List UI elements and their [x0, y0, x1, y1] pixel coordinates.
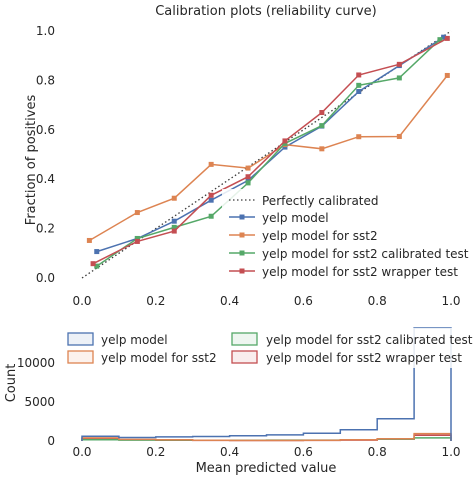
- data-point: [134, 238, 140, 244]
- x-tick-label: 0.6: [294, 445, 313, 459]
- x-tick-label: 0.4: [220, 294, 239, 308]
- legend-swatch-marker: [239, 268, 245, 274]
- legend-label: yelp model: [262, 211, 329, 225]
- x-tick-label: 0.2: [146, 445, 165, 459]
- y-tick-label: 0.6: [36, 123, 55, 137]
- legend-swatch: [231, 350, 258, 364]
- data-point: [94, 249, 100, 255]
- data-point: [171, 218, 177, 224]
- reliability-legend: Perfectly calibrated yelp model yelp model…: [222, 189, 469, 285]
- histogram-step: [81, 327, 452, 441]
- legend-label: yelp model for sst2 wrapper test: [266, 351, 462, 365]
- legend-label: yelp model for sst2 wrapper test: [262, 265, 458, 279]
- y-tick-label: 0: [47, 434, 55, 448]
- data-point: [94, 263, 100, 269]
- data-point: [208, 213, 214, 219]
- data-point: [356, 89, 362, 95]
- data-point: [171, 224, 177, 230]
- legend-swatch-marker: [239, 232, 245, 238]
- legend-swatch: [67, 350, 94, 364]
- x-tick-label: 0.8: [368, 445, 387, 459]
- data-point: [356, 134, 362, 140]
- legend-box: [222, 189, 464, 285]
- x-tick-label: 0.2: [146, 294, 165, 308]
- histogram-series-group: [81, 327, 452, 442]
- reliability-plot-title: Calibration plots (reliability curve): [155, 4, 377, 19]
- x-tick-label: 0.4: [220, 445, 239, 459]
- legend-swatch-marker: [239, 214, 245, 220]
- series-3: [94, 37, 443, 269]
- legend-label: yelp model for sst2: [101, 351, 217, 365]
- legend-label: yelp model for sst2: [262, 229, 378, 243]
- series-line: [89, 75, 448, 242]
- data-point: [396, 61, 402, 67]
- data-point: [437, 37, 443, 43]
- data-point: [319, 146, 325, 152]
- data-point: [245, 174, 251, 180]
- reliability-plot: Calibration plots (reliability curve) Fr…: [24, 4, 469, 308]
- data-point: [245, 180, 251, 186]
- histogram-plot: Count Mean predicted value 0 5000 10000 0.0…: [4, 327, 473, 476]
- data-point: [86, 237, 92, 243]
- y-tick-label: 10000: [17, 356, 55, 370]
- y-tick-label: 0.2: [36, 222, 55, 236]
- data-point: [356, 72, 362, 78]
- legend-swatch: [67, 332, 94, 346]
- y-tick-label: 1.0: [36, 24, 55, 38]
- legend-swatch-marker: [239, 250, 245, 256]
- y-tick-label: 5000: [24, 395, 55, 409]
- y-tick-label: 0.8: [36, 73, 55, 87]
- x-tick-label: 1.0: [441, 294, 460, 308]
- x-tick-label: 0.0: [72, 294, 91, 308]
- histogram-series-1: [81, 327, 452, 441]
- data-point: [208, 197, 214, 203]
- data-point: [90, 261, 96, 267]
- histogram-axes: 0 5000 10000 0.0 0.2 0.4 0.6 0.8 1.0: [17, 356, 461, 459]
- x-tick-label: 1.0: [441, 445, 460, 459]
- data-point: [208, 192, 214, 198]
- data-point: [171, 195, 177, 201]
- data-point: [441, 34, 447, 40]
- histogram-legend: yelp model yelp model for sst2 yelp model …: [62, 328, 473, 368]
- legend-swatch: [231, 332, 258, 346]
- y-tick-label: 0.4: [36, 172, 55, 186]
- histogram-xlabel: Mean predicted value: [196, 461, 337, 476]
- data-point: [356, 82, 362, 88]
- data-point: [396, 75, 402, 81]
- data-point: [396, 133, 402, 139]
- x-tick-label: 0.6: [294, 294, 313, 308]
- series-line: [92, 37, 448, 265]
- data-point: [134, 235, 140, 241]
- y-tick-label: 0.0: [36, 271, 55, 285]
- legend-label: yelp model: [101, 333, 168, 347]
- series-line: [96, 39, 441, 267]
- data-point: [444, 35, 450, 41]
- reliability-plot-axes: 0.0 0.2 0.4 0.6 0.8 1.0 0.0 0.2 0.4 0.6 0.8 1.0: [36, 24, 461, 308]
- data-point: [282, 138, 288, 144]
- data-point: [208, 161, 214, 167]
- data-point: [319, 110, 325, 116]
- legend-box: [62, 328, 470, 368]
- x-tick-label: 0.0: [72, 445, 91, 459]
- x-tick-label: 0.8: [368, 294, 387, 308]
- data-point: [319, 123, 325, 129]
- data-point: [134, 210, 140, 216]
- legend-reference-label: Perfectly calibrated: [262, 194, 379, 208]
- legend-label: yelp model for sst2 calibrated test: [262, 247, 469, 261]
- legend-label: yelp model for sst2 calibrated test: [266, 333, 473, 347]
- histogram-step: [81, 432, 452, 442]
- histogram-ylabel: Count: [4, 364, 19, 403]
- data-point: [171, 228, 177, 234]
- series-4: [90, 35, 450, 267]
- data-point: [444, 72, 450, 78]
- histogram-series-2: [81, 432, 452, 442]
- data-point: [245, 165, 251, 171]
- reliability-series-group: [86, 34, 450, 269]
- reliability-plot-ylabel: Fraction of positives: [24, 95, 39, 226]
